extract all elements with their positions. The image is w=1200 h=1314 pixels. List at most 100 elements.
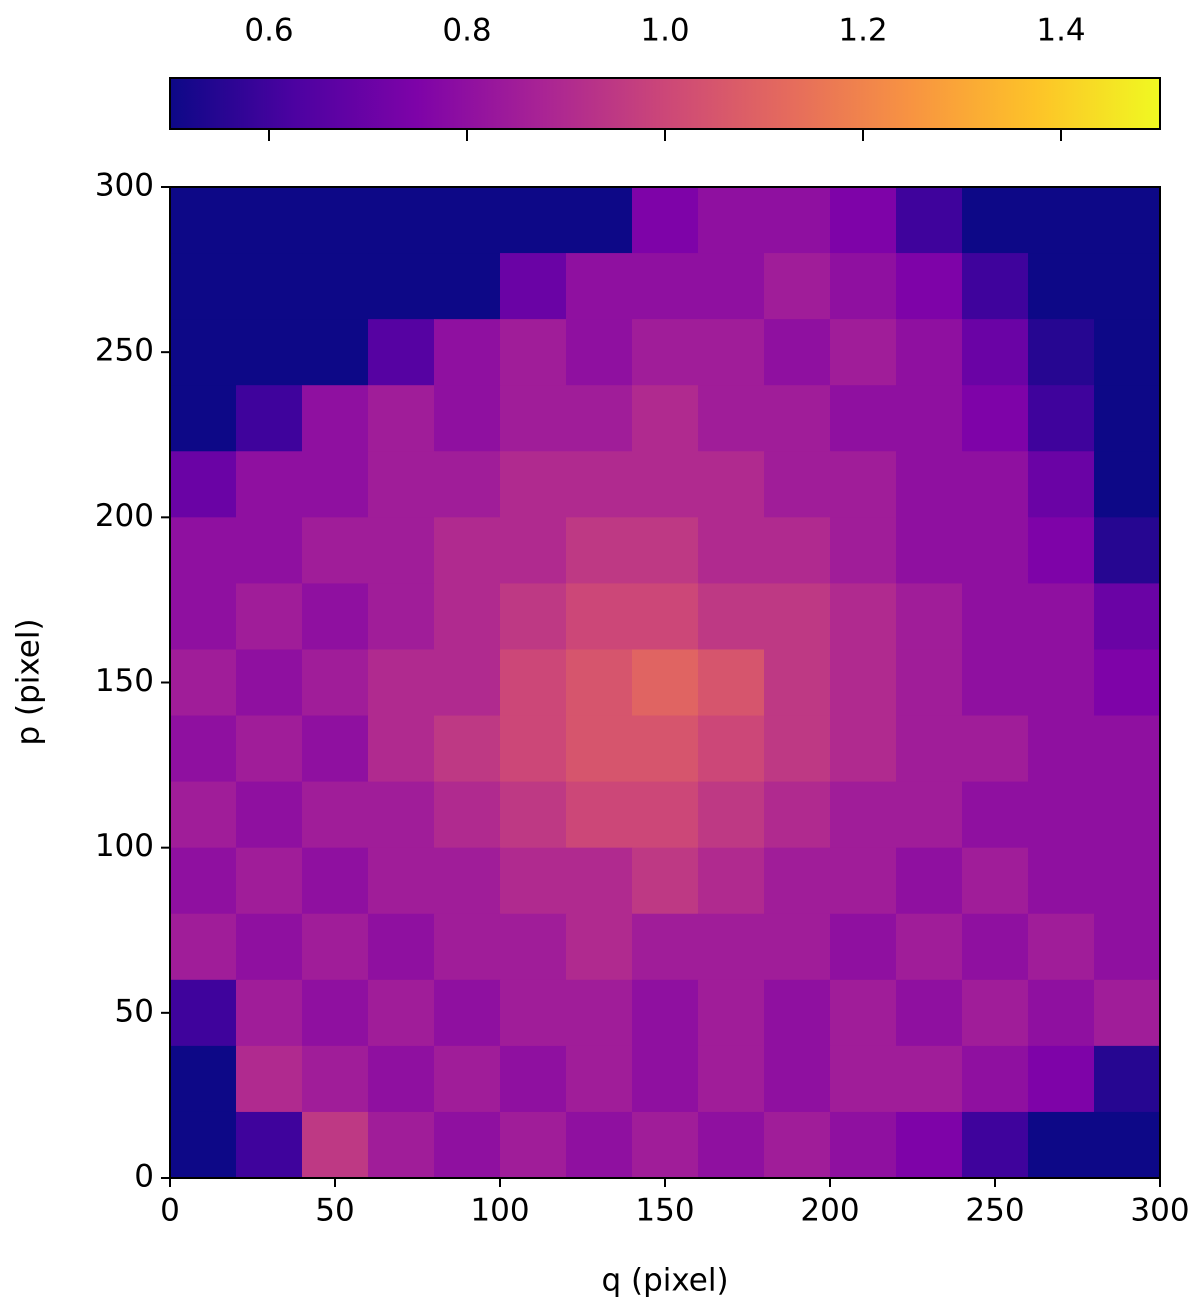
cell [302,1111,369,1179]
x-tick-label: 50 [315,1193,354,1229]
cell [896,517,963,584]
cell [236,187,303,254]
cell [1094,847,1161,915]
cell [434,979,501,1047]
cell [434,253,501,320]
cell [962,253,1029,320]
cell [1028,451,1095,518]
cell [434,781,501,849]
x-axis-label: q (pixel) [601,1263,728,1299]
cell [698,1045,765,1113]
cell [236,715,303,783]
cell [896,385,963,452]
cell [764,781,831,849]
cell [962,583,1029,651]
cell [500,319,567,386]
cell [170,913,237,981]
cell [368,979,435,1047]
cell [896,715,963,783]
cell [896,253,963,320]
cell [500,385,567,452]
cell [896,1045,963,1113]
y-tick-label: 150 [95,663,154,699]
cell [170,385,237,452]
x-tick-label: 300 [1130,1193,1189,1229]
cell [698,715,765,783]
cell [764,187,831,254]
cell [434,319,501,386]
cell [632,715,699,783]
cell [764,913,831,981]
cell [302,1045,369,1113]
cell [698,517,765,584]
cell [170,451,237,518]
cell [764,1045,831,1113]
cell [1094,979,1161,1047]
cell [368,913,435,981]
cell [830,847,897,915]
cell [698,319,765,386]
cell [1028,1111,1095,1179]
cell [500,913,567,981]
y-tick-label: 300 [95,168,154,204]
cell [434,187,501,254]
cell [1028,517,1095,584]
cell [896,187,963,254]
cell [368,319,435,386]
cell [962,319,1029,386]
heatmap [170,187,1161,1179]
cell [368,847,435,915]
cell [632,781,699,849]
cell [1094,517,1161,584]
cell [830,715,897,783]
cell [500,1111,567,1179]
cell [368,649,435,717]
cell [962,1111,1029,1179]
cell [170,517,237,584]
cell [236,1111,303,1179]
cell [434,913,501,981]
cell [368,385,435,452]
cell [632,583,699,651]
cell [170,253,237,320]
cell [1028,847,1095,915]
cell [1094,649,1161,717]
cell [764,847,831,915]
cell [302,517,369,584]
cell [566,1045,633,1113]
cell [1028,781,1095,849]
y-axis-label: p (pixel) [11,618,47,745]
colorbar [169,77,1161,130]
cell [698,187,765,254]
cell [434,451,501,518]
cell [170,979,237,1047]
cell [236,319,303,386]
cell [830,1111,897,1179]
cell [170,187,237,254]
cell [434,847,501,915]
cell [566,649,633,717]
cell [632,451,699,518]
cell [632,1111,699,1179]
cell [896,847,963,915]
cell [962,187,1029,254]
cell [830,1045,897,1113]
x-tick-label: 100 [470,1193,529,1229]
cell [764,451,831,518]
y-tick-label: 100 [95,828,154,864]
cell [302,385,369,452]
x-tick-label: 200 [800,1193,859,1229]
cell [632,847,699,915]
cell [302,319,369,386]
cell [698,583,765,651]
cell [698,913,765,981]
cell [566,781,633,849]
cell [170,1045,237,1113]
cell [1028,385,1095,452]
cell [170,583,237,651]
cell [962,517,1029,584]
cell [236,781,303,849]
cell [236,583,303,651]
cell [764,649,831,717]
cell [434,583,501,651]
